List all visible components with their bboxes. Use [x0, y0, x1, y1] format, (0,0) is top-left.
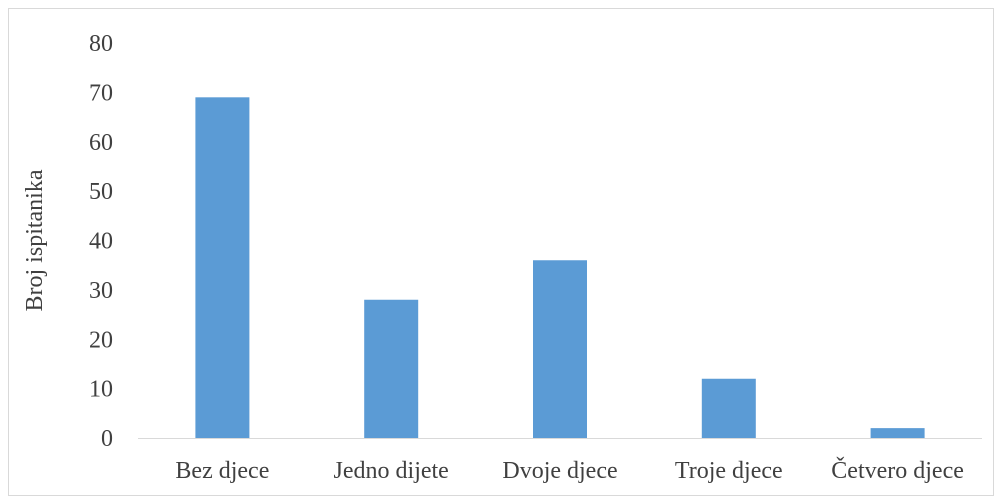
y-tick-label: 80: [89, 31, 113, 57]
x-axis-labels: Bez djece Jedno dijete Dvoje djece Troje dj…: [175, 457, 963, 484]
y-tick-label: 50: [89, 179, 113, 205]
x-tick-label: Troje djece: [675, 458, 783, 484]
y-tick-label: 60: [89, 130, 113, 156]
y-tick-label: 40: [89, 229, 113, 255]
y-axis-title: Broj ispitanika: [22, 169, 48, 311]
x-tick-label: Bez djece: [175, 458, 269, 484]
y-tick-label: 20: [89, 327, 113, 353]
bar: [533, 260, 587, 438]
bar: [364, 299, 419, 438]
y-tick-label: 0: [101, 426, 113, 452]
bar: [870, 428, 925, 438]
x-tick-label: Dvoje djece: [502, 458, 617, 484]
bars: [195, 97, 925, 438]
y-axis-ticks: 0 10 20 30 40 50 60 70 80: [89, 31, 113, 452]
x-tick-label: Četvero djece: [831, 457, 964, 484]
y-tick-label: 70: [89, 80, 113, 106]
bar: [195, 97, 250, 438]
chart-frame: [8, 8, 994, 496]
x-tick-label: Jedno dijete: [334, 458, 449, 484]
y-tick-label: 10: [89, 377, 113, 403]
y-tick-label: 30: [89, 278, 113, 304]
bar: [701, 378, 756, 438]
